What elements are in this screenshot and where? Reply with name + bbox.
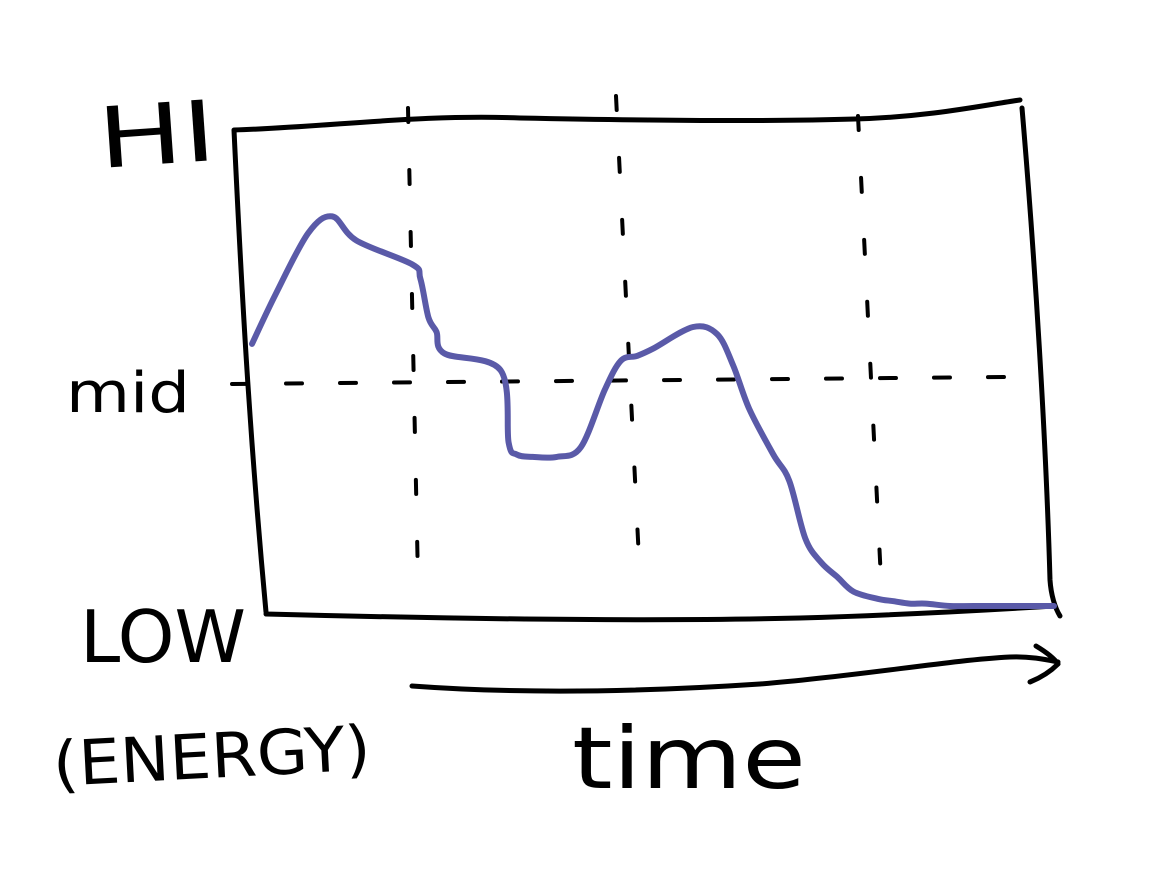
gridline-vertical-2 — [614, 94, 642, 582]
y-tick-label-mid: mid — [66, 361, 190, 426]
y-tick-label-low: LOW — [80, 595, 246, 679]
x-axis-label: time — [572, 709, 806, 809]
time-arrow — [409, 643, 1061, 694]
gridline-vertical-1 — [406, 106, 420, 582]
chart-marks — [249, 213, 1057, 610]
chart-frame — [231, 97, 1063, 623]
y-tick-label-hi: HI — [95, 82, 220, 188]
gridline-mid — [230, 375, 1008, 386]
y-axis-label: (ENERGY) — [51, 711, 372, 801]
series-line-0 — [249, 213, 1057, 610]
vertical-gridlines — [406, 94, 884, 602]
gridline-vertical-3 — [856, 114, 884, 602]
